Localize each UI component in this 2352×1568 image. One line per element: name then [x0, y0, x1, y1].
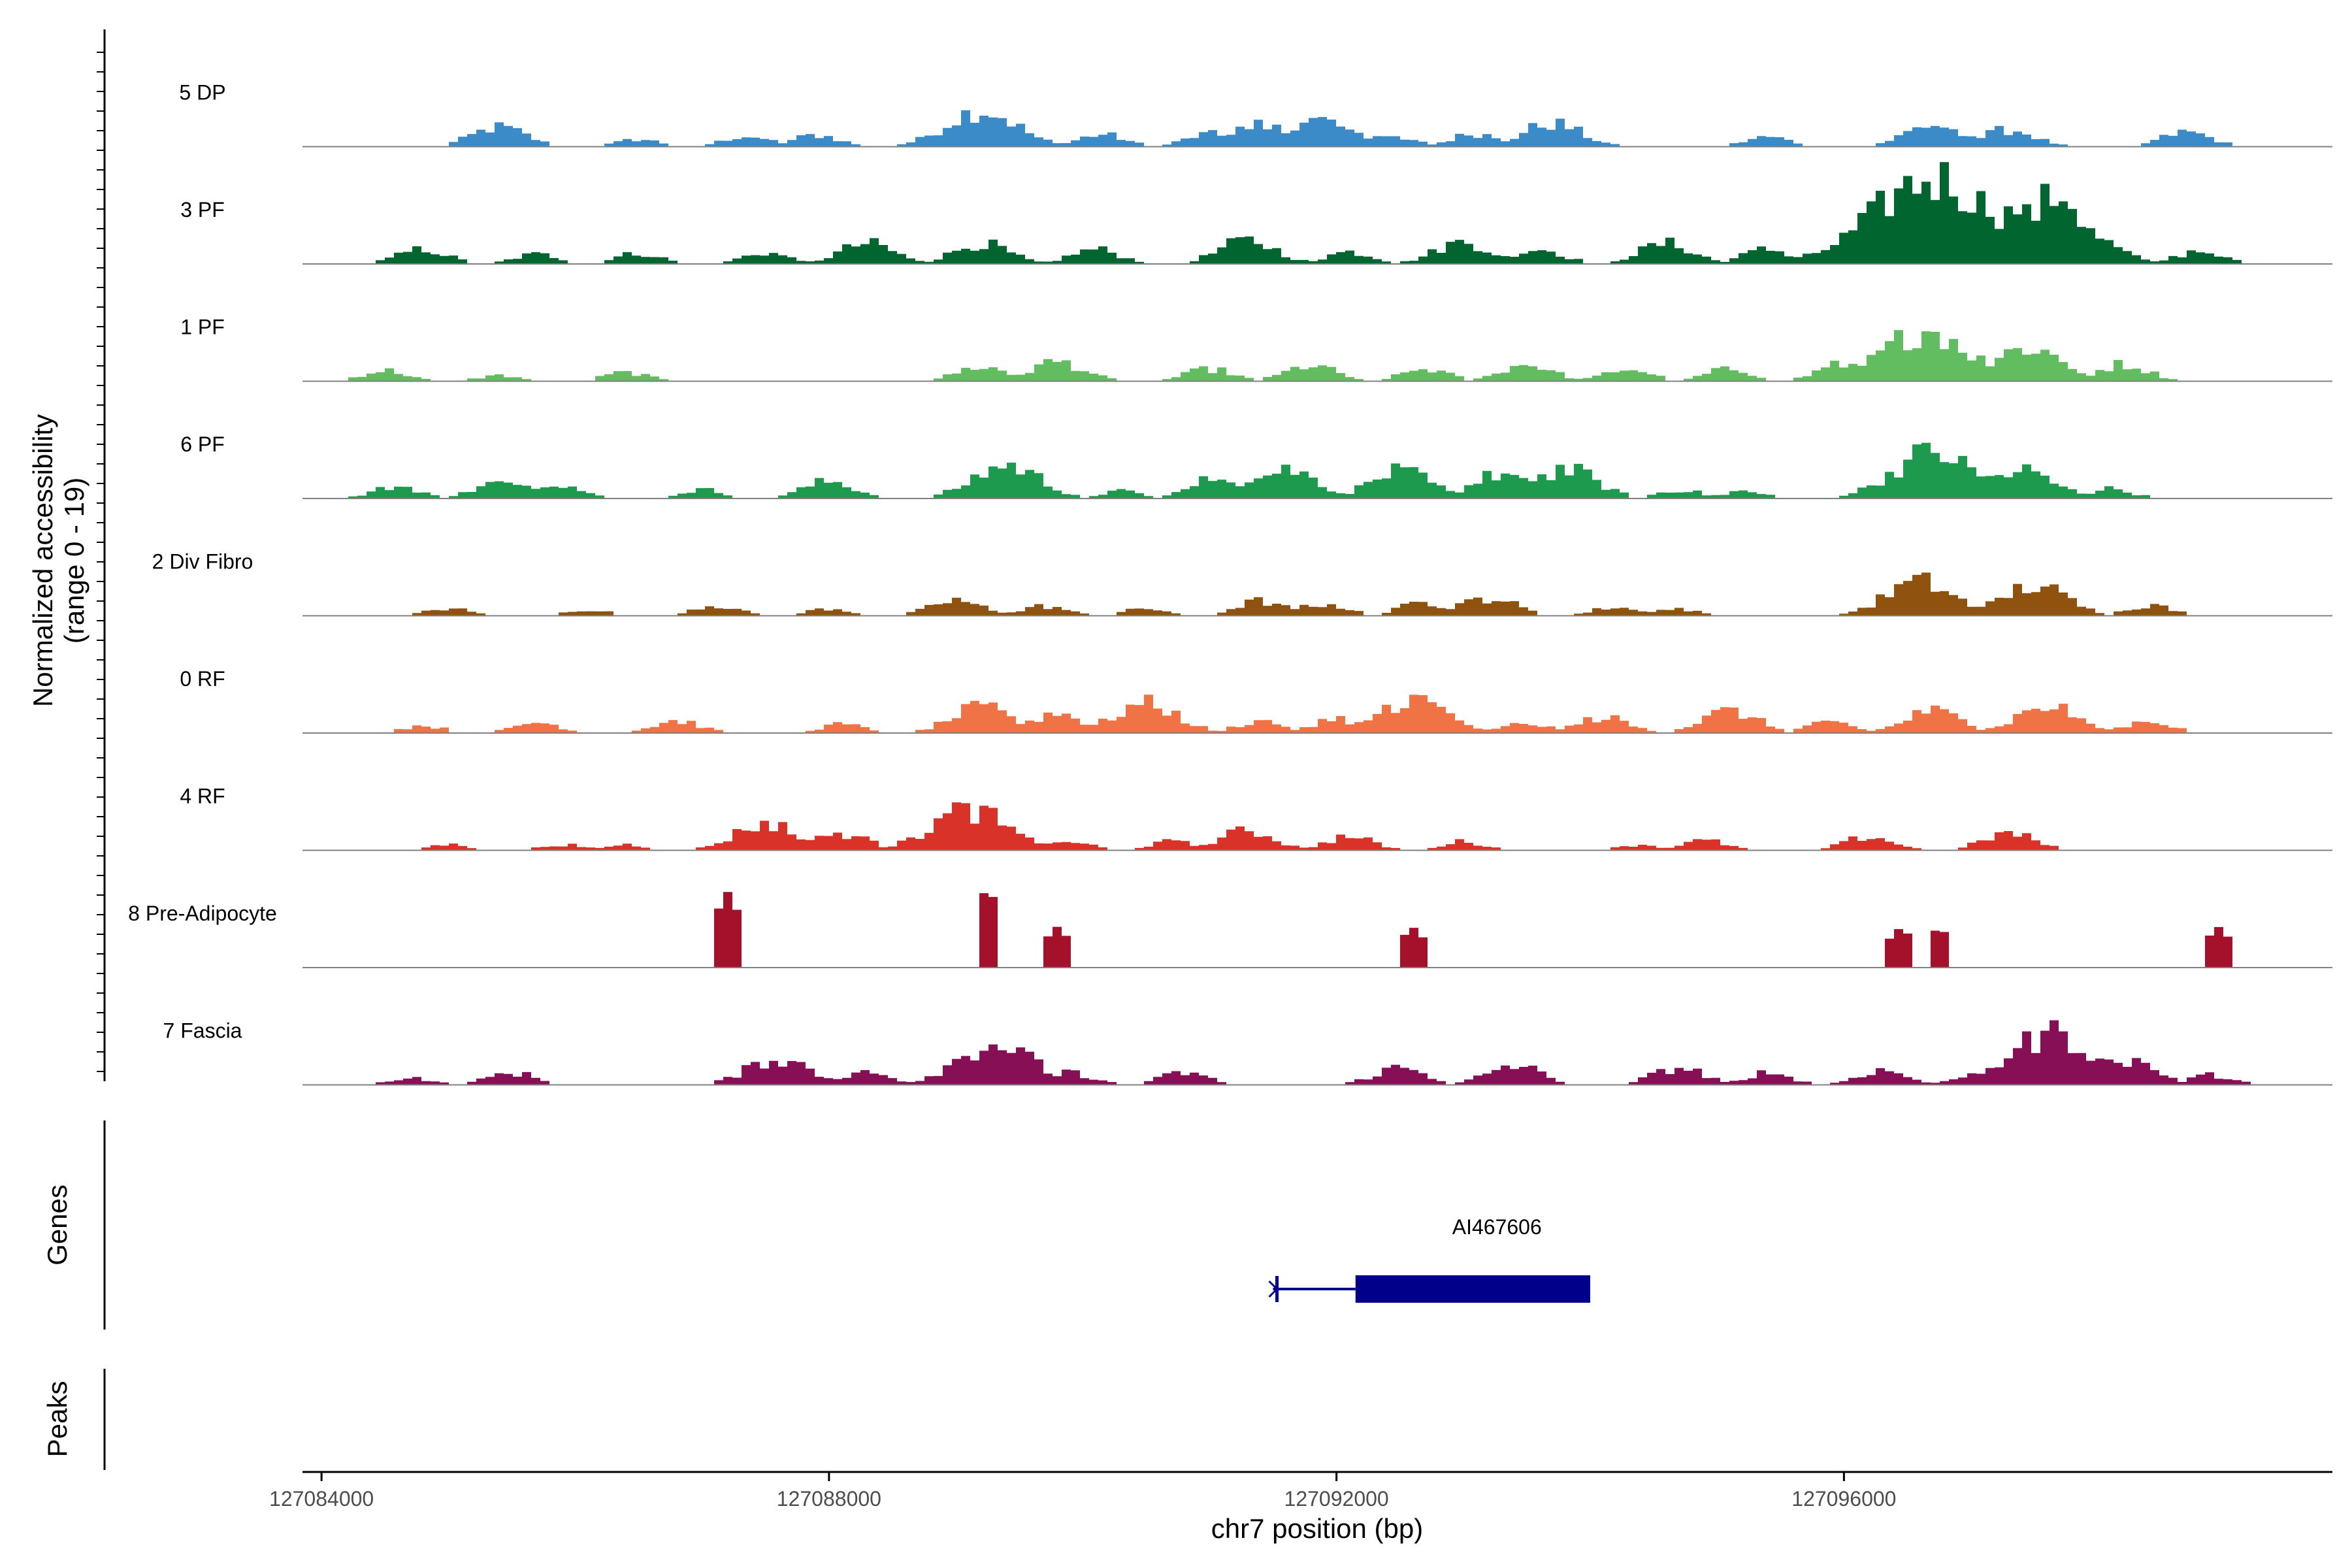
- x-tick-label: 127092000: [1284, 1487, 1389, 1511]
- coverage-area: [348, 442, 2150, 498]
- x-axis-ticks: 127084000 127088000 127092000 127096000: [269, 1472, 1896, 1511]
- x-tick-label: 127084000: [269, 1487, 374, 1511]
- track-label: 3 PF: [180, 198, 225, 221]
- y-axis-title: Normalized accessibility: [27, 414, 58, 707]
- x-axis-title: chr7 position (bp): [1211, 1513, 1424, 1544]
- track-7-fascia: 7 Fascia: [163, 1019, 2332, 1086]
- track-0-rf: 0 RF: [180, 667, 2332, 734]
- track-3-pf: 3 PF: [180, 162, 2332, 265]
- gene-annotations: AI467606: [1268, 1215, 1591, 1303]
- track-label: 8 Pre-Adipocyte: [128, 902, 277, 925]
- x-tick-label: 127096000: [1791, 1487, 1896, 1511]
- track-1-pf: 1 PF: [180, 316, 2332, 382]
- gene-exon: [1355, 1275, 1591, 1303]
- track-label: 0 RF: [180, 667, 225, 691]
- track-label: 2 Div Fibro: [152, 550, 253, 574]
- track-label: 6 PF: [180, 433, 225, 456]
- track-2-div-fibro: 2 Div Fibro: [152, 550, 2332, 617]
- gene-model: AI467606: [1268, 1215, 1591, 1303]
- coverage-tracks: 5 DP 3 PF 1 PF 6 PF 2 Div Fibro 0 RF 4 RF 8 Pre…: [128, 81, 2332, 1086]
- track-6-pf: 6 PF: [180, 433, 2332, 499]
- x-tick-label: 127088000: [777, 1487, 881, 1511]
- gene-name: AI467606: [1452, 1215, 1542, 1239]
- genes-panel-title: Genes: [42, 1184, 73, 1266]
- y-axis-range: (range 0 - 19): [59, 478, 90, 644]
- track-label: 7 Fascia: [163, 1019, 242, 1043]
- track-4-rf: 4 RF: [180, 785, 2332, 851]
- coverage-y-ticks: [97, 52, 105, 1072]
- coverage-area: [394, 694, 2187, 733]
- track-label: 1 PF: [180, 316, 225, 339]
- coverage-area: [412, 572, 2187, 616]
- coverage-area: [376, 1020, 2251, 1085]
- coverage-area: [348, 330, 2178, 382]
- strand-arrow-icon: [1268, 1280, 1279, 1298]
- coverage-area: [421, 802, 2059, 851]
- track-5-dp: 5 DP: [179, 81, 2332, 148]
- coverage-area: [449, 110, 2232, 147]
- coverage-area: [714, 892, 2232, 968]
- track-label: 5 DP: [179, 81, 225, 105]
- peaks-panel-title: Peaks: [42, 1381, 73, 1458]
- coverage-area: [376, 162, 2242, 264]
- track-label: 4 RF: [180, 785, 225, 808]
- track-8-pre-adipocyte: 8 Pre-Adipocyte: [128, 892, 2332, 968]
